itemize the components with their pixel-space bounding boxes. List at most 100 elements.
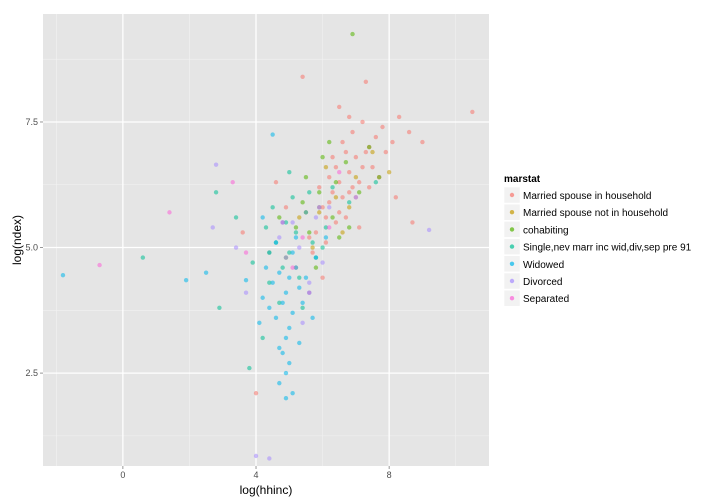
data-point: [386, 170, 392, 175]
data-point: [213, 162, 219, 167]
legend-title: marstat: [504, 174, 541, 185]
data-point: [217, 305, 222, 310]
data-point: [167, 210, 172, 215]
data-point: [297, 275, 302, 280]
legend-key-swatch: [509, 261, 515, 266]
data-point: [277, 270, 282, 275]
data-point: [307, 280, 312, 285]
data-point: [320, 154, 325, 160]
data-point: [327, 139, 332, 145]
data-point: [243, 250, 249, 255]
data-point: [317, 210, 322, 215]
data-point: [347, 205, 352, 210]
legend-label: Separated: [523, 294, 569, 305]
x-axis-title: log(hhinc): [240, 483, 293, 497]
data-point: [323, 240, 329, 245]
data-point: [260, 295, 265, 300]
data-point: [347, 114, 352, 120]
data-point: [310, 315, 315, 321]
minor-gridlines: [43, 14, 489, 466]
data-point: [297, 340, 302, 346]
legend-key-swatch: [509, 192, 515, 198]
data-point: [283, 220, 289, 225]
data-point: [313, 265, 319, 270]
data-point: [267, 456, 272, 461]
x-tick-label: 4: [254, 470, 259, 480]
data-point: [283, 255, 289, 260]
data-point: [277, 215, 282, 220]
data-point: [330, 215, 335, 220]
legend-key-swatch: [509, 278, 515, 284]
data-point: [253, 453, 259, 459]
data-point: [347, 225, 352, 230]
data-point: [333, 220, 339, 225]
data-point: [327, 175, 332, 180]
legend-label: Married spouse in household: [523, 191, 651, 202]
data-point: [360, 164, 365, 170]
data-point: [283, 335, 289, 341]
data-point: [290, 220, 295, 225]
data-point: [330, 190, 335, 195]
data-point: [333, 164, 339, 170]
data-point: [290, 250, 295, 255]
data-point: [337, 180, 342, 185]
data-point: [327, 200, 332, 205]
data-point: [267, 280, 272, 285]
legend: marstat Married spouse in householdMarri…: [503, 174, 692, 307]
data-point: [290, 310, 295, 316]
data-point: [313, 255, 319, 260]
data-point: [347, 190, 352, 195]
data-point: [307, 230, 312, 235]
data-point: [406, 129, 412, 135]
data-point: [233, 245, 239, 250]
data-point: [283, 370, 289, 376]
legend-key-swatch: [509, 227, 515, 232]
data-point: [233, 215, 239, 220]
data-point: [283, 205, 289, 210]
data-point: [293, 235, 299, 240]
data-point: [267, 250, 272, 255]
data-point: [337, 210, 342, 215]
legend-key-swatch: [509, 296, 515, 301]
data-point: [343, 149, 349, 155]
data-point: [333, 180, 339, 185]
data-point: [287, 325, 292, 331]
data-point: [290, 195, 295, 200]
legend-key-swatch: [509, 210, 515, 215]
data-point: [203, 270, 209, 275]
data-point: [320, 205, 325, 210]
data-point: [350, 129, 355, 135]
data-point: [293, 265, 299, 270]
data-point: [390, 139, 395, 145]
data-point: [263, 265, 269, 270]
legend-label: Married spouse not in household: [523, 208, 668, 219]
data-point: [323, 164, 329, 170]
legend-items: Married spouse in household Married spous…: [503, 186, 692, 307]
data-point: [320, 275, 325, 280]
data-point: [330, 185, 335, 190]
data-point: [273, 240, 279, 245]
data-point: [260, 335, 265, 341]
data-point: [280, 220, 285, 225]
data-point: [140, 255, 146, 260]
data-point: [310, 245, 315, 250]
data-point: [370, 149, 375, 155]
data-point: [320, 260, 325, 265]
data-point: [297, 285, 302, 290]
y-axis-ticks: 2.5 5.0 7.5: [25, 117, 43, 378]
data-point: [343, 215, 349, 220]
data-point: [293, 225, 299, 230]
x-axis-ticks: 0 4 8: [120, 466, 392, 480]
data-point: [356, 180, 362, 185]
data-point: [270, 280, 275, 285]
data-point: [243, 277, 249, 283]
data-point: [356, 225, 362, 230]
data-point: [287, 170, 292, 175]
data-point: [277, 235, 282, 240]
data-point: [370, 164, 375, 170]
legend-label: Single,nev marr inc wid,div,sep pre 91: [523, 243, 692, 254]
data-point: [320, 245, 325, 250]
data-point: [293, 230, 299, 235]
data-point: [303, 210, 309, 215]
